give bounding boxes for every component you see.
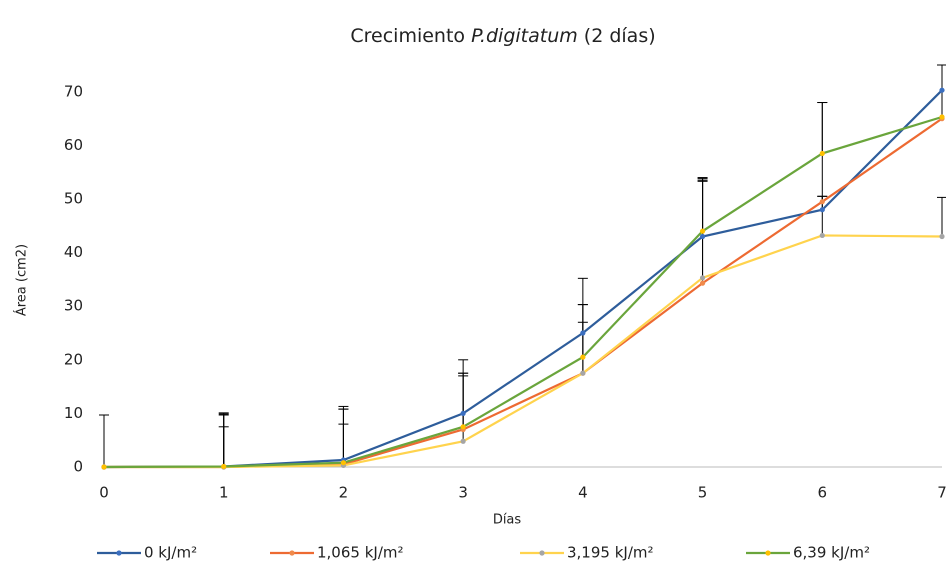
- point: [819, 207, 825, 213]
- point: [699, 233, 706, 240]
- series-line: [104, 117, 943, 469]
- legend-marker: [765, 550, 771, 556]
- point: [939, 233, 945, 240]
- x-axis-label: Días: [493, 513, 522, 528]
- y-tick-label: 20: [64, 350, 83, 368]
- legend-marker: [539, 550, 545, 556]
- point: [340, 460, 347, 466]
- point: [819, 232, 825, 239]
- title-part: Crecimiento: [350, 25, 471, 47]
- x-tick-label: 2: [339, 484, 349, 502]
- title-part: P.digitatum: [471, 25, 578, 47]
- y-tick-label: 50: [64, 190, 83, 208]
- chart-title: Crecimiento P.digitatum (2 días): [350, 25, 655, 47]
- point: [580, 330, 586, 336]
- legend-label: 0 kJ/m²: [144, 544, 197, 562]
- title-part: (2 días): [578, 25, 656, 47]
- point: [699, 280, 706, 286]
- point: [460, 410, 466, 416]
- point: [699, 275, 706, 281]
- point: [460, 438, 466, 444]
- point: [101, 464, 107, 470]
- x-tick-label: 5: [698, 484, 708, 502]
- point: [460, 424, 466, 430]
- series-line: [103, 115, 943, 469]
- legend-marker: [289, 550, 295, 556]
- point: [819, 150, 825, 157]
- x-tick-label: 6: [818, 484, 828, 502]
- point: [580, 354, 586, 360]
- y-tick-label: 30: [64, 297, 83, 315]
- x-tick-label: 4: [578, 484, 588, 502]
- point: [221, 463, 227, 470]
- x-tick-label: 3: [458, 484, 468, 502]
- y-tick-label: 0: [73, 458, 83, 476]
- legend-marker: [116, 550, 122, 556]
- x-tick-label: 1: [219, 484, 229, 502]
- legend-label: 6,39 kJ/m²: [793, 544, 870, 562]
- legend-label: 1,065 kJ/m²: [317, 544, 404, 562]
- point: [939, 87, 945, 93]
- series-line: [103, 89, 943, 469]
- y-axis-label: Área (cm2): [14, 244, 30, 316]
- point: [819, 199, 825, 205]
- x-tick-label: 7: [937, 484, 946, 502]
- point: [939, 114, 945, 120]
- y-tick-label: 70: [64, 82, 83, 100]
- point: [580, 370, 586, 376]
- y-tick-label: 60: [64, 136, 83, 154]
- point: [699, 228, 706, 234]
- y-tick-label: 10: [64, 404, 83, 422]
- y-tick-label: 40: [64, 243, 83, 261]
- legend-label: 3,195 kJ/m²: [567, 544, 654, 562]
- series-line: [104, 234, 943, 469]
- x-tick-label: 0: [99, 484, 109, 502]
